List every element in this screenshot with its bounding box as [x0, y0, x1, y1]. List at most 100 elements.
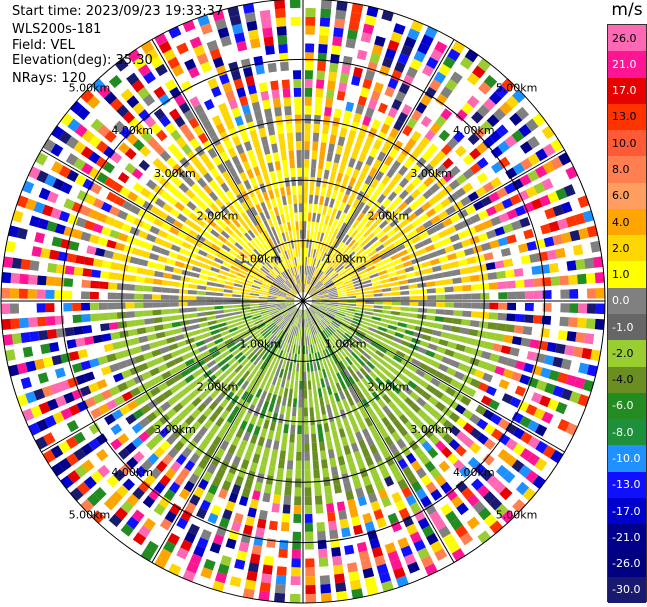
velocity-gate: [436, 427, 448, 438]
velocity-gate: [469, 177, 481, 189]
velocity-gate: [149, 205, 161, 216]
velocity-gate: [261, 241, 269, 251]
velocity-gate: [312, 141, 319, 151]
velocity-gate: [314, 334, 319, 344]
velocity-gate: [281, 360, 287, 370]
velocity-gate: [527, 377, 539, 389]
velocity-gate: [163, 489, 176, 501]
velocity-gate: [300, 247, 303, 257]
velocity-gate: [312, 380, 317, 390]
velocity-gate: [326, 89, 335, 99]
velocity-gate: [276, 303, 286, 307]
velocity-gate: [93, 101, 107, 115]
velocity-gate: [273, 266, 281, 275]
velocity-gate: [205, 296, 215, 301]
velocity-gate: [314, 97, 323, 107]
velocity-gate: [491, 161, 503, 174]
velocity-gate: [391, 306, 401, 311]
velocity-gate: [248, 340, 257, 349]
velocity-gate: [66, 339, 77, 349]
velocity-gate: [320, 592, 332, 603]
velocity-gate: [534, 457, 548, 472]
velocity-gate: [109, 363, 120, 373]
velocity-gate: [277, 305, 287, 310]
velocity-gate: [295, 132, 302, 142]
velocity-gate: [397, 274, 408, 280]
velocity-gate: [532, 475, 546, 489]
velocity-gate: [258, 590, 270, 602]
velocity-gate: [20, 258, 31, 270]
velocity-gate: [215, 283, 225, 288]
velocity-gate: [137, 209, 149, 219]
velocity-gate: [244, 478, 254, 490]
velocity-gate: [429, 421, 441, 432]
velocity-gate: [267, 62, 277, 73]
velocity-gate: [96, 212, 108, 223]
velocity-gate: [407, 364, 418, 373]
velocity-gate: [339, 370, 347, 380]
velocity-gate: [441, 446, 453, 459]
velocity-gate: [215, 123, 226, 135]
velocity-gate: [413, 263, 423, 271]
velocity-gate: [314, 486, 322, 497]
velocity-gate: [278, 459, 285, 469]
velocity-gate: [310, 424, 316, 434]
velocity-gate: [290, 7, 301, 18]
velocity-gate: [376, 182, 386, 193]
velocity-gate: [274, 0, 286, 10]
velocity-gate: [258, 301, 268, 303]
velocity-gate: [287, 334, 292, 344]
velocity-gate: [396, 380, 406, 390]
velocity-gate: [83, 336, 95, 346]
velocity-gate: [362, 258, 372, 265]
velocity-gate: [390, 286, 401, 291]
velocity-gate: [529, 253, 540, 263]
velocity-gate: [204, 207, 215, 217]
velocity-gate: [291, 549, 301, 559]
velocity-gate: [376, 205, 386, 215]
velocity-gate: [381, 383, 391, 393]
velocity-gate: [214, 310, 224, 315]
velocity-gate: [269, 170, 277, 181]
velocity-gate: [402, 334, 413, 342]
velocity-gate: [381, 533, 394, 546]
velocity-gate: [352, 209, 361, 219]
velocity-gate: [414, 241, 425, 250]
velocity-gate: [292, 326, 296, 336]
velocity-gate: [476, 157, 489, 169]
velocity-gate: [174, 115, 186, 128]
velocity-gate: [360, 409, 369, 420]
velocity-gate: [361, 276, 371, 282]
velocity-gate: [338, 301, 348, 303]
velocity-gate: [433, 322, 444, 330]
velocity-gate: [238, 326, 248, 333]
velocity-gate: [434, 222, 445, 232]
velocity-gate: [366, 197, 376, 207]
velocity-gate: [340, 272, 349, 279]
velocity-gate: [310, 266, 314, 276]
velocity-gate: [418, 231, 430, 240]
velocity-gate: [402, 124, 413, 137]
velocity-gate: [219, 440, 230, 451]
velocity-gate: [384, 115, 395, 127]
velocity-gate: [318, 159, 325, 170]
velocity-gate: [552, 204, 565, 217]
velocity-gate: [504, 182, 516, 195]
velocity-gate: [154, 356, 165, 365]
velocity-gate: [117, 382, 129, 393]
velocity-gate: [278, 359, 284, 369]
velocity-gate: [473, 391, 485, 402]
velocity-gate: [114, 242, 126, 252]
velocity-gate: [362, 279, 372, 285]
velocity-gate: [399, 177, 409, 188]
velocity-gate: [226, 253, 236, 261]
velocity-gate: [434, 316, 445, 323]
velocity-gate: [193, 486, 205, 498]
velocity-gate: [232, 286, 243, 291]
velocity-gate: [193, 44, 206, 57]
velocity-gate: [154, 237, 165, 246]
velocity-gate: [371, 189, 381, 200]
velocity-gate: [291, 221, 295, 231]
velocity-gate: [373, 508, 384, 521]
